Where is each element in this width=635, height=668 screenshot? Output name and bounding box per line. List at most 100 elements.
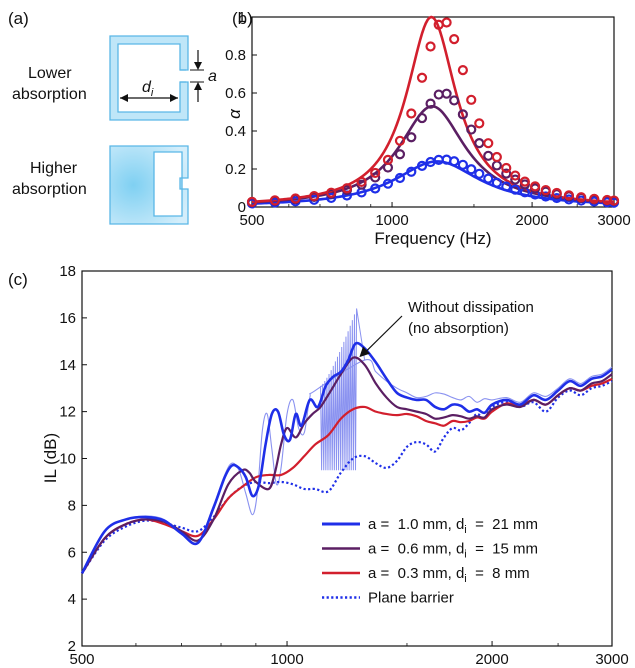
- panel-c-xtick-label: 500: [69, 651, 94, 668]
- panel-c-ytick-label: 2: [68, 638, 76, 655]
- higher-absorption-line2: absorption: [12, 181, 87, 198]
- panel-b-marker-blue: [457, 159, 468, 170]
- panel-b-ytick-label: 0.4: [225, 123, 246, 140]
- panel-b-frame: [251, 16, 615, 208]
- panel-b-ytick-label: 0.8: [225, 47, 246, 64]
- panel-b-ytick-label: 0.6: [225, 85, 246, 102]
- panel-b-marker-blue: [416, 160, 428, 171]
- panel-c-curve-2: [81, 356, 613, 574]
- panel-c-curve-3: [80, 341, 613, 574]
- panel-c-legend: a = 1.0 mm, di = 21 mm a = 0.6 mm, di = 1…: [322, 516, 538, 607]
- panel-b-marker-red: [394, 135, 406, 146]
- panel-b-xlabel: Frequency (Hz): [374, 229, 491, 248]
- panel-b-marker-red: [602, 194, 613, 206]
- lower-absorption-resonator: [109, 35, 189, 121]
- panel-c-data: [80, 308, 613, 574]
- panel-b-marker-blue: [483, 173, 494, 184]
- panel-b-xtick-label: 3000: [597, 212, 630, 229]
- panel-b-ytick-label: 1: [238, 9, 246, 26]
- panel-b-marker-red: [510, 170, 521, 181]
- annotation-arrow-line: [362, 315, 403, 355]
- legend-label-2: a = 0.3 mm, di = 8 mm: [368, 565, 530, 585]
- lower-absorption-line1: Lower: [28, 65, 72, 82]
- panel-b-marker-purple: [433, 89, 444, 100]
- panel-b-marker-blue: [406, 166, 417, 177]
- panel-b-marker-red: [326, 187, 337, 198]
- panel-b-marker-red: [290, 193, 301, 204]
- panel-b-marker-blue: [466, 164, 477, 175]
- legend-label-0: a = 1.0 mm, di = 21 mm: [368, 516, 538, 536]
- panel-b-marker-red: [406, 108, 417, 119]
- panel-b-marker-blue: [326, 192, 337, 204]
- panel-b-marker-red: [551, 187, 562, 199]
- panel-b-marker-blue: [449, 156, 460, 167]
- lower-absorption-line2: absorption: [12, 86, 87, 103]
- panel-b-marker-red: [457, 64, 468, 76]
- panel-c-ytick-label: 10: [59, 451, 76, 468]
- panel-b-ylabel: α: [225, 108, 244, 119]
- legend-label-3: Plane barrier: [368, 590, 454, 607]
- panel-b-marker-purple: [510, 174, 521, 185]
- panel-label-a: (a): [8, 9, 29, 28]
- panel-b-marker-red: [246, 196, 258, 207]
- panel-b-data: [246, 15, 620, 209]
- panel-b-marker-purple: [466, 124, 477, 135]
- panel-c-xtick-label: 1000: [270, 651, 303, 668]
- panel-b-absorption-chart: (b) 500 1000 2000 3000 0 0.2 0.4 0.6 0.8 1 Freque…: [225, 9, 631, 248]
- legend-label-1: a = 0.6 mm, di = 15 mm: [368, 541, 538, 561]
- panel-b-marker-blue: [370, 183, 381, 194]
- panel-b-ytick-label: 0: [238, 199, 246, 216]
- panel-c-ylabel: IL (dB): [41, 433, 60, 483]
- panel-b-xtick-label: 1000: [375, 212, 408, 229]
- panel-b-marker-blue: [394, 172, 406, 184]
- a-label: a: [208, 68, 217, 85]
- panel-b-marker-red: [441, 17, 452, 28]
- higher-absorption-line1: Higher: [30, 160, 78, 177]
- panel-b-marker-red: [483, 138, 494, 149]
- panel-b-marker-blue: [510, 184, 521, 195]
- dimension-a: a: [190, 50, 217, 102]
- higher-absorption-resonator: [109, 145, 189, 225]
- panel-b-marker-red: [449, 34, 460, 45]
- panel-b-marker-red: [491, 151, 502, 163]
- panel-b-marker-red: [269, 195, 280, 206]
- panel-b-marker-red: [341, 183, 353, 194]
- panel-b-marker-red: [501, 162, 512, 174]
- panel-c-ytick-label: 14: [59, 357, 76, 374]
- panel-b-marker-blue: [382, 178, 394, 189]
- panel-c-ytick-label: 16: [59, 310, 76, 327]
- a-arrowhead-bottom: [194, 82, 202, 90]
- panel-c-axes: 500 1000 2000 3000 2 4 6 8 10 12 14 16 18: [59, 263, 628, 668]
- panel-b-marker-purple: [441, 88, 452, 99]
- panel-b-marker-red: [309, 190, 320, 202]
- panel-b-marker-red: [416, 72, 428, 83]
- panel-c-oscillation-band: [320, 308, 366, 471]
- panel-b-ytick-label: 0.2: [225, 161, 246, 178]
- panel-c-xtick-label: 2000: [475, 651, 508, 668]
- panel-b-marker-purple: [483, 150, 494, 161]
- panel-c-ytick-label: 4: [68, 591, 76, 608]
- panel-b-marker-purple: [370, 172, 381, 183]
- resonator-frame-lower: [109, 35, 189, 121]
- panel-b-marker-purple: [457, 109, 468, 120]
- panel-b-marker-blue: [491, 177, 502, 188]
- panel-c-xtick-label: 3000: [595, 651, 628, 668]
- panel-b-marker-red: [382, 154, 394, 165]
- panel-b-marker-red: [576, 192, 587, 203]
- panel-b-marker-red: [529, 181, 541, 192]
- resonator-body-higher: [109, 145, 189, 225]
- dimension-di: di: [120, 79, 178, 102]
- annotation-line1: Without dissipation: [408, 299, 534, 316]
- panel-b-marker-purple: [491, 160, 502, 171]
- a-arrowhead-top: [194, 62, 202, 70]
- panel-b-marker-red: [563, 190, 575, 201]
- panel-b-marker-purple: [406, 132, 417, 143]
- panel-b-axes: 500 1000 2000 3000 0 0.2 0.4 0.6 0.8 1: [225, 9, 631, 229]
- panel-b-marker-purple: [425, 98, 436, 109]
- panel-b-marker-blue: [501, 181, 512, 192]
- panel-b-marker-purple: [501, 168, 512, 179]
- panel-b-marker-red: [370, 167, 381, 179]
- panel-b-marker-red: [474, 118, 485, 129]
